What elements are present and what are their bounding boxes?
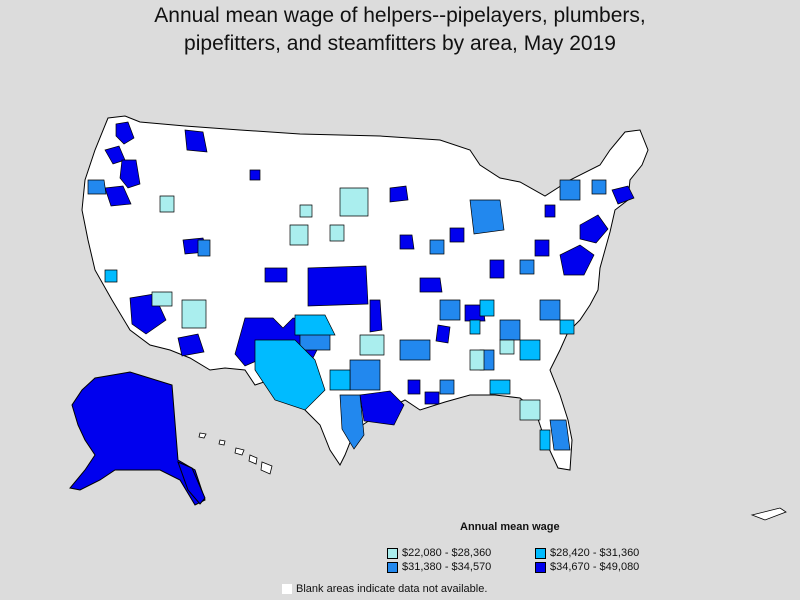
legend-item-1: $22,080 - $28,360 xyxy=(387,547,491,559)
no-data-label: Blank areas indicate data not available. xyxy=(296,583,488,595)
legend-label-3: $31,380 - $34,570 xyxy=(402,561,492,573)
legend-item-4: $34,670 - $49,080 xyxy=(535,561,639,573)
alaska-panhandle xyxy=(177,461,206,505)
legend-label-1: $22,080 - $28,360 xyxy=(402,547,492,559)
legend-title: Annual mean wage xyxy=(460,521,560,533)
wage-areas xyxy=(87,121,635,451)
legend-swatch-1 xyxy=(387,547,398,559)
legend-swatch-2 xyxy=(535,547,546,559)
no-data-note: Blank areas indicate data not available. xyxy=(282,583,487,595)
alaska xyxy=(69,371,206,506)
no-data-swatch xyxy=(282,584,292,594)
legend-swatch-4 xyxy=(535,561,546,573)
title-line-1: Annual mean wage of helpers--pipelayers,… xyxy=(154,4,646,27)
legend-swatch-3 xyxy=(387,561,398,573)
legend-label-4: $34,670 - $49,080 xyxy=(550,561,640,573)
legend-item-2: $28,420 - $31,360 xyxy=(535,547,639,559)
puerto-rico xyxy=(750,507,787,521)
legend-item-3: $31,380 - $34,570 xyxy=(387,561,491,573)
title-line-2: pipefitters, and steamfitters by area, M… xyxy=(184,32,616,55)
map-title: Annual mean wage of helpers--pipelayers,… xyxy=(0,2,800,58)
hawaii xyxy=(198,432,273,475)
legend-label-2: $28,420 - $31,360 xyxy=(550,547,640,559)
